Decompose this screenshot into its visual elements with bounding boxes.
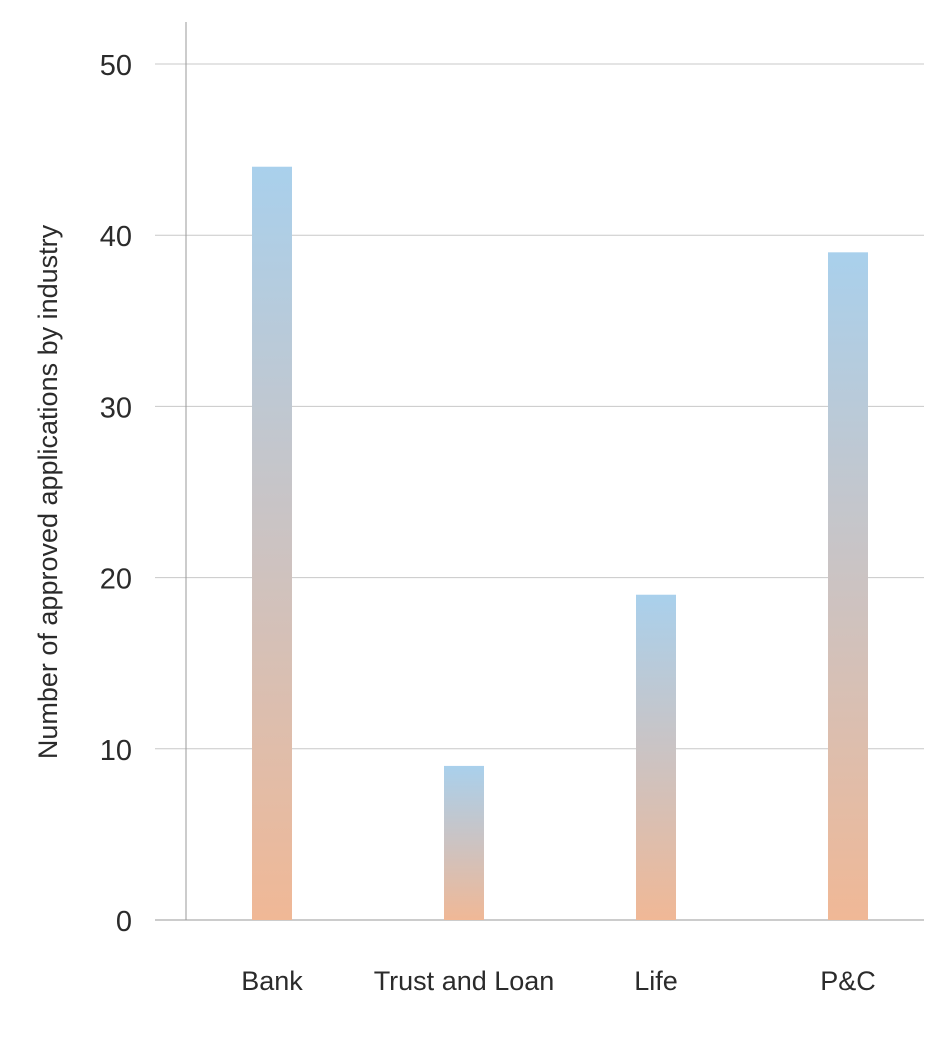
bar-p-c [828, 252, 868, 920]
x-tick-label: P&C [820, 966, 876, 996]
bars [252, 166, 868, 921]
x-tick-label: Trust and Loan [374, 966, 555, 996]
x-tick-label: Bank [241, 966, 303, 996]
y-tick-label: 20 [100, 564, 132, 596]
bar-trust-and-loan [444, 765, 484, 920]
bar-bank [252, 166, 292, 921]
y-tick-label: 10 [100, 735, 132, 767]
y-tick-label: 30 [100, 392, 132, 424]
y-tick-label: 40 [100, 221, 132, 253]
x-tick-label: Life [634, 966, 678, 996]
labels: 0 10 20 30 40 50 Bank Trust and Loan Life P&C [100, 50, 876, 996]
y-tick-label: 0 [116, 906, 132, 938]
bar-life [636, 594, 676, 920]
y-axis-title: Number of approved applications by indus… [33, 224, 63, 759]
y-tick-label: 50 [100, 50, 132, 82]
